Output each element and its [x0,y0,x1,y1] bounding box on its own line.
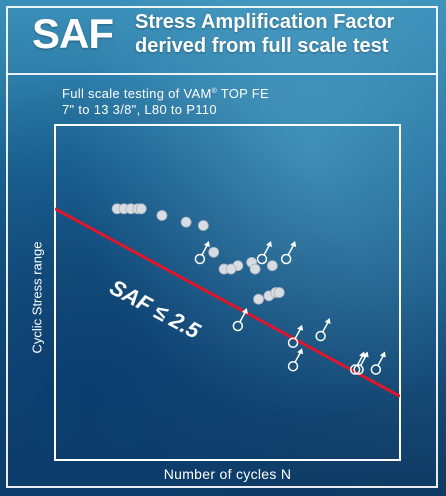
product-name: Full scale testing of VAM [62,86,212,101]
failure-point-9 [208,246,220,258]
outer-frame [6,6,438,488]
runout-point-2 [256,241,272,265]
saf-design-line [55,207,400,398]
title-line-2: derived from full scale test [135,35,389,57]
runout-point-6 [315,318,331,342]
test-description: Full scale testing of VAM® TOP FE 7" to … [62,84,269,118]
page-title: Stress Amplification Factor derived from… [135,10,435,58]
failure-point-8 [197,220,209,231]
registered-mark: ® [211,88,218,95]
runout-point-5 [287,324,304,348]
plot-area-frame [54,124,401,461]
x-axis-label: Number of cycles N [163,466,292,482]
header-divider [6,73,438,75]
test-description-line-1: Full scale testing of VAM® TOP FE [62,84,269,102]
runout-point-8 [349,351,366,375]
failure-point-6 [156,210,168,221]
runout-point-1 [194,241,210,265]
y-axis-label: Cyclic Stress range [29,241,45,354]
runout-point-10 [370,351,386,375]
failure-point-15 [266,260,278,272]
failure-point-7 [180,216,192,228]
title-line-1: Stress Amplification Factor [135,11,395,33]
runout-point-7 [287,348,304,372]
product-suffix: TOP FE [217,86,270,101]
runout-point-9 [353,351,369,375]
test-description-line-2: 7" to 13 3/8", L80 to P110 [62,102,217,117]
failure-point-12 [225,263,237,275]
saf-annotation: SAF ≤ 2.5 [106,274,205,344]
runout-point-3 [280,241,297,265]
failure-point-18 [273,287,285,298]
runout-point-4 [232,308,248,332]
failure-point-14 [249,263,261,275]
failure-point-19 [253,293,264,305]
saf-abbreviation: SAF [32,10,114,57]
failure-point-5 [135,203,147,215]
